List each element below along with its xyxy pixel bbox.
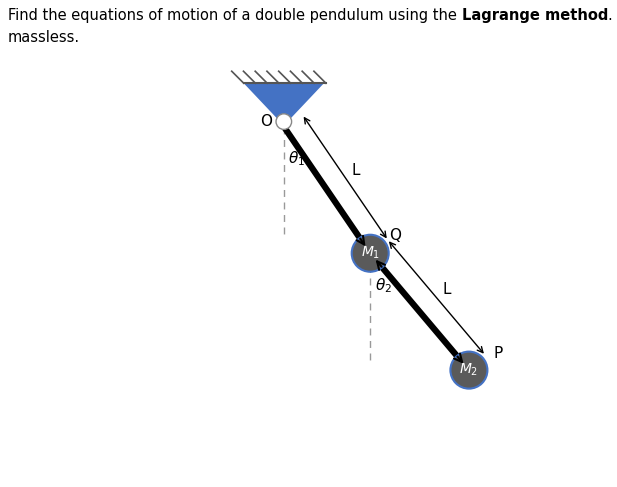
- Circle shape: [352, 235, 389, 272]
- Text: Find the equations of motion of a double pendulum using the: Find the equations of motion of a double…: [8, 8, 462, 23]
- Text: $M_1$: $M_1$: [360, 245, 380, 262]
- Text: Q: Q: [389, 228, 401, 243]
- Polygon shape: [244, 83, 324, 126]
- Text: . The bars are: . The bars are: [608, 8, 617, 23]
- Text: $\theta_1$: $\theta_1$: [288, 150, 305, 168]
- Text: P: P: [494, 346, 502, 360]
- Text: L: L: [442, 281, 450, 297]
- Text: $M_2$: $M_2$: [459, 362, 479, 378]
- Text: Lagrange method: Lagrange method: [462, 8, 608, 23]
- Text: massless.: massless.: [8, 30, 80, 45]
- Text: $\theta_2$: $\theta_2$: [375, 276, 392, 295]
- Circle shape: [276, 114, 292, 130]
- Text: O: O: [260, 114, 272, 129]
- Text: L: L: [352, 163, 360, 178]
- Circle shape: [450, 352, 487, 389]
